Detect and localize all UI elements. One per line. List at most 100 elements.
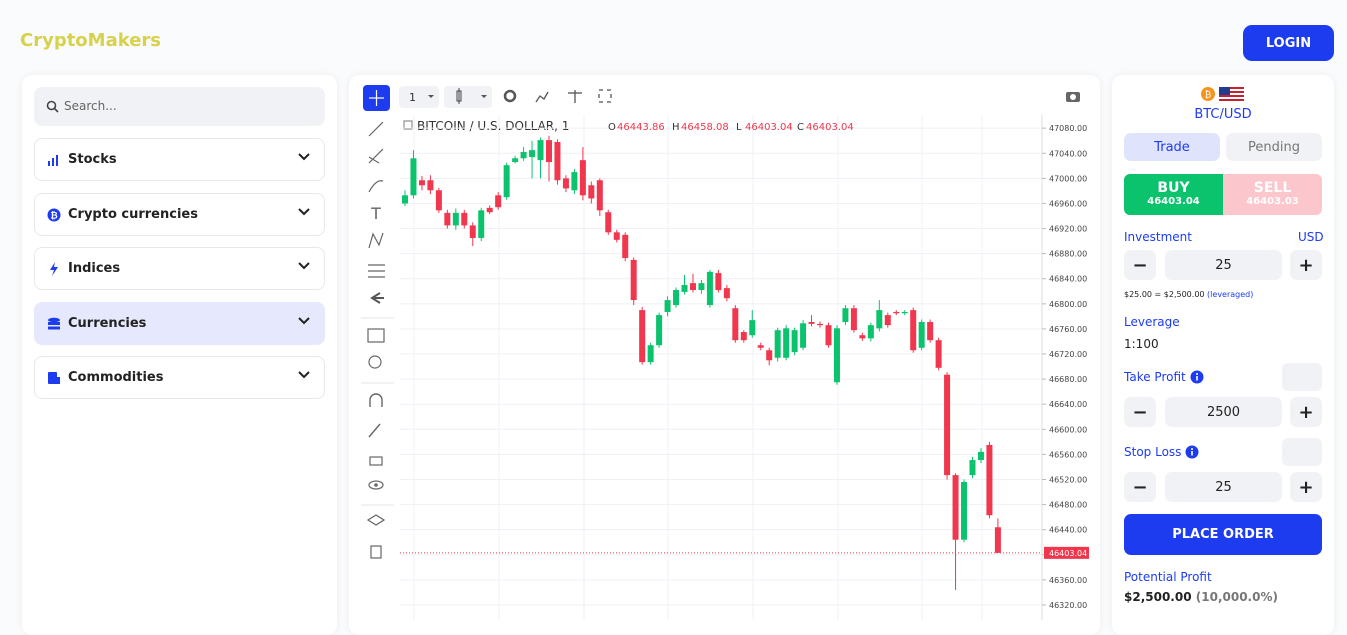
mode-select[interactable] <box>1282 438 1322 466</box>
y-tick-label: 47000.00 <box>1049 174 1087 183</box>
ohlc-label: L <box>736 122 742 133</box>
buy-button[interactable]: BUY 46403.04 <box>1124 174 1223 215</box>
fib-tool <box>368 156 380 164</box>
candle-body <box>952 475 959 540</box>
menu-icon <box>48 372 60 384</box>
y-tick-label: 46320.00 <box>1049 601 1087 610</box>
sell-button[interactable]: SELL 46403.03 <box>1223 174 1322 215</box>
fullscreen-icon[interactable] <box>598 89 612 103</box>
info-icon[interactable] <box>1185 445 1199 459</box>
pattern-tool[interactable] <box>368 232 384 249</box>
visibility-tool[interactable] <box>368 480 384 490</box>
svg-text:₿: ₿ <box>1205 90 1212 101</box>
chevron <box>298 371 310 379</box>
pending-tab[interactable]: Pending <box>1226 133 1322 161</box>
candle-body <box>495 195 502 208</box>
candle-body <box>554 141 561 181</box>
ohlc-value: 46403.04 <box>806 122 854 133</box>
candle-body <box>935 340 942 368</box>
candle-body <box>774 330 781 358</box>
search-box[interactable]: Search... <box>34 87 325 126</box>
delete-tool[interactable] <box>370 545 382 559</box>
menu-item[interactable]: ₿ Crypto currencies <box>34 193 325 236</box>
chevron <box>298 208 310 216</box>
login-button[interactable]: LOGIN <box>1243 25 1334 61</box>
menu-item[interactable]: Stocks <box>34 138 325 181</box>
candle-body <box>698 283 705 291</box>
lock-tool[interactable] <box>369 456 383 466</box>
collapse-icon[interactable] <box>403 120 413 130</box>
brush-tool[interactable] <box>368 180 384 193</box>
zoom-tool[interactable] <box>368 355 382 369</box>
decrement-button[interactable]: − <box>1124 472 1156 502</box>
fib-tool[interactable] <box>368 148 384 164</box>
candle-body <box>639 310 646 363</box>
indicators-icon[interactable] <box>535 91 549 103</box>
take-profit-input[interactable]: 2500 <box>1165 397 1282 427</box>
candle-body <box>766 350 773 361</box>
trade-tab[interactable]: Trade <box>1124 133 1220 161</box>
investment-range: $25.00 = $2,500.00 (leveraged) <box>1124 290 1253 299</box>
logo[interactable]: CryptoMakers <box>20 30 161 51</box>
tab-label: Pending <box>1248 140 1300 155</box>
ohlc-label: C <box>797 122 804 133</box>
candle-body <box>918 322 925 348</box>
candle-body <box>783 328 790 358</box>
increment-button[interactable]: + <box>1290 472 1322 502</box>
info-icon[interactable] <box>1190 370 1204 384</box>
candle-body <box>910 310 917 351</box>
candle-body <box>452 212 459 226</box>
layers-tool[interactable] <box>366 514 386 526</box>
candle-body <box>876 310 883 329</box>
chart-panel: 1 T BITCOIN / U.S. DOLLAR, 1 46320.00 463… <box>349 75 1100 635</box>
magnet-tool[interactable] <box>369 393 383 407</box>
visibility-tool <box>374 483 378 487</box>
ohlc-value: 46403.04 <box>745 122 793 133</box>
candle-body <box>850 308 857 331</box>
candle-body <box>427 180 434 191</box>
investment-value: 25 <box>1215 257 1232 273</box>
ohlc-label: H <box>672 122 680 133</box>
trendline-tool[interactable] <box>368 121 384 137</box>
candle-body <box>588 185 595 199</box>
menu-icon <box>50 262 58 276</box>
investment-input[interactable]: 25 <box>1165 250 1282 280</box>
decrement-button[interactable]: − <box>1124 250 1156 280</box>
candle-body <box>867 325 874 339</box>
candle-body <box>596 180 603 211</box>
candle-body <box>944 374 951 476</box>
last-price-tag <box>1044 546 1089 559</box>
candle-body <box>512 158 519 163</box>
menu-icon <box>48 317 60 330</box>
decrement-button[interactable]: − <box>1124 397 1156 427</box>
candle-body <box>740 332 747 341</box>
candle-body <box>969 460 976 476</box>
menu-item[interactable]: Indices <box>34 247 325 290</box>
search-placeholder: Search... <box>64 99 117 113</box>
stop-loss-input[interactable]: 25 <box>1165 472 1282 502</box>
menu-label: Stocks <box>68 152 117 167</box>
y-tick-label: 46360.00 <box>1049 576 1087 585</box>
place-order-label: PLACE ORDER <box>1172 527 1274 542</box>
candle-body <box>622 234 629 259</box>
candle-body <box>469 225 476 238</box>
chart-style-select[interactable] <box>444 86 492 108</box>
candle-body <box>927 322 934 341</box>
stop-loss-value: 25 <box>1215 479 1232 495</box>
interval-select[interactable] <box>399 86 439 108</box>
menu-item[interactable]: Commodities <box>34 356 325 399</box>
increment-button[interactable]: + <box>1290 250 1322 280</box>
take-profit-label: Take Profit <box>1124 370 1204 384</box>
settings-icon[interactable] <box>503 89 517 103</box>
text-tool[interactable]: T <box>370 204 381 223</box>
candle-body <box>842 308 849 323</box>
increment-button[interactable]: + <box>1290 397 1322 427</box>
buy-price: 46403.04 <box>1147 196 1200 207</box>
measure-tool[interactable] <box>367 328 385 343</box>
lock-drawing-tool[interactable] <box>368 423 381 438</box>
menu-item[interactable]: Currencies <box>34 302 325 345</box>
candle-body <box>435 190 442 211</box>
mode-select[interactable] <box>1282 363 1322 391</box>
place-order-button[interactable]: PLACE ORDER <box>1124 514 1322 555</box>
app: CryptoMakers LOGIN Search... Stocks ₿ Cr… <box>20 25 1334 620</box>
